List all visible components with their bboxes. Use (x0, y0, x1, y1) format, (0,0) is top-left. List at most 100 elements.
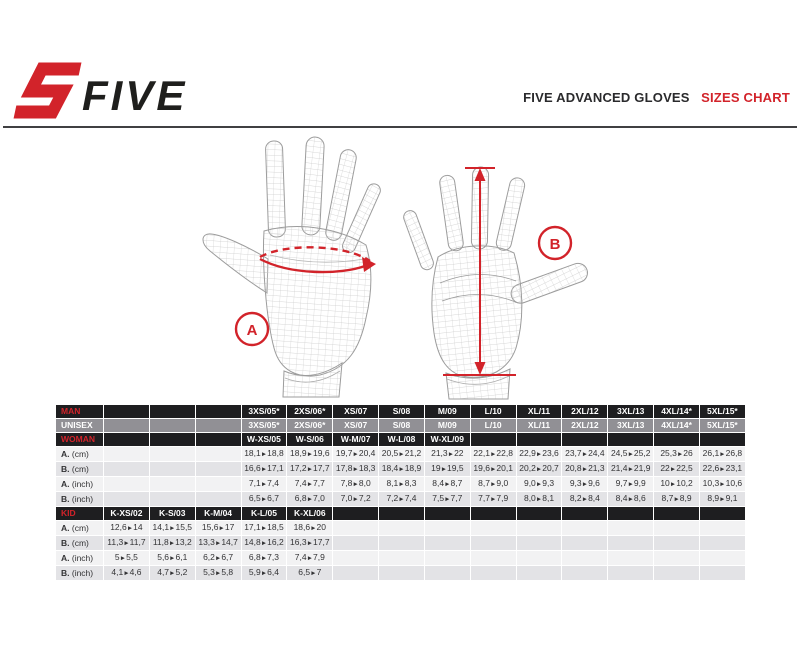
empty-cell (607, 550, 655, 566)
size-header-cell: W-XS/05 (240, 432, 288, 447)
empty-cell (194, 476, 242, 492)
range-arrow-icon: ► (627, 451, 634, 458)
range-arrow-icon: ► (669, 481, 677, 488)
range-arrow-icon: ► (447, 451, 455, 458)
measure-value-cell: 6,8►7,3 (240, 550, 288, 566)
measurement-b-line (443, 167, 516, 376)
measure-letter: A. (61, 552, 70, 563)
size-header-cell: K-M/04 (194, 506, 242, 521)
range-arrow-icon: ► (581, 481, 589, 488)
measure-value-cell: 10►10,2 (653, 476, 700, 492)
range-arrow-icon: ► (535, 496, 543, 503)
measure-label-cell: A. (inch) (55, 476, 104, 492)
range-arrow-icon: ► (581, 451, 589, 458)
empty-cell (103, 418, 150, 433)
measure-value-cell: 14,1►15,5 (148, 520, 196, 536)
range-arrow-icon: ► (398, 466, 405, 473)
size-header-cell: 2XL/12 (561, 404, 609, 419)
range-arrow-icon: ► (260, 496, 268, 503)
empty-cell (469, 520, 517, 536)
measure-value-cell: 22►22,5 (653, 461, 700, 477)
size-header-cell: XL/11 (515, 404, 563, 419)
measure-value-cell: 19,6►20,1 (469, 461, 517, 477)
empty-cell (194, 418, 242, 433)
measure-value-cell: 7,4►7,7 (286, 476, 334, 492)
measure-value-cell: 14,8►16,2 (240, 535, 288, 551)
measure-value-cell: 22,9►23,6 (515, 446, 563, 462)
empty-cell (148, 461, 196, 477)
empty-cell (194, 461, 242, 477)
range-arrow-icon: ► (169, 570, 176, 577)
empty-cell (561, 535, 609, 551)
empty-cell (653, 506, 700, 521)
range-arrow-icon: ► (489, 451, 497, 458)
size-header-cell: K-XS/02 (103, 506, 150, 521)
range-arrow-icon: ► (214, 570, 222, 577)
measure-value-cell: 5,9►6,4 (240, 565, 288, 581)
empty-cell (653, 550, 700, 566)
empty-cell (103, 432, 150, 447)
size-header-cell: W-S/06 (286, 432, 334, 447)
range-arrow-icon: ► (352, 451, 359, 458)
empty-cell (103, 446, 150, 462)
marker-b-badge: B (537, 225, 573, 261)
range-arrow-icon: ► (398, 451, 405, 458)
measure-value-cell: 8,1►8,3 (378, 476, 425, 492)
size-header-cell: 4XL/14* (653, 404, 700, 419)
empty-cell (561, 520, 609, 536)
range-arrow-icon: ► (627, 496, 634, 503)
hands-illustration: A (200, 133, 600, 400)
table-row: B. (inch) 4,1►4,6 4,7►5,2 5,3►5,8 5,9►6,4 6,5… (55, 565, 746, 581)
empty-cell (515, 565, 563, 581)
measure-letter: B. (61, 567, 70, 578)
range-arrow-icon: ► (126, 525, 134, 532)
measure-value-cell: 7,1►7,4 (240, 476, 288, 492)
empty-cell (332, 565, 380, 581)
measure-value-cell: 17,1►18,5 (240, 520, 288, 536)
section-label: UNISEX (55, 418, 104, 433)
empty-cell (194, 432, 242, 447)
empty-cell (698, 520, 746, 536)
size-header-cell: XL/11 (515, 418, 563, 433)
empty-cell (378, 565, 425, 581)
measure-value-cell: 22,1►22,8 (469, 446, 517, 462)
measure-value-cell: 17,8►18,3 (332, 461, 380, 477)
measure-value-cell: 6,2►6,7 (194, 550, 242, 566)
size-header-cell: S/08 (378, 418, 425, 433)
measure-value-cell: 23,7►24,4 (561, 446, 609, 462)
measure-letter: A. (61, 522, 70, 533)
size-header-cell: W-L/08 (378, 432, 425, 447)
range-arrow-icon: ► (214, 555, 222, 562)
measure-value-cell: 16,3►17,7 (286, 535, 334, 551)
empty-cell (194, 446, 242, 462)
measure-value-cell: 6,5►7 (286, 565, 334, 581)
measure-value-cell: 16,6►17,1 (240, 461, 288, 477)
measure-value-cell: 26,1►26,8 (698, 446, 746, 462)
measure-value-cell: 24,5►25,2 (607, 446, 655, 462)
measure-label-cell: B. (cm) (55, 535, 104, 551)
range-arrow-icon: ► (306, 451, 314, 458)
measure-value-cell: 10,3►10,6 (698, 476, 746, 492)
empty-cell (103, 491, 150, 507)
empty-cell (378, 506, 425, 521)
range-arrow-icon: ► (260, 555, 268, 562)
measure-value-cell: 7,4►7,9 (286, 550, 334, 566)
size-header-cell: 3XS/05* (240, 404, 288, 419)
range-arrow-icon: ► (440, 466, 447, 473)
size-header-cell: L/10 (469, 418, 517, 433)
range-arrow-icon: ► (169, 555, 176, 562)
empty-cell (607, 565, 655, 581)
table-row: UNISEX 3XS/05* 2XS/06* XS/07 S/08 M/09 L/10 XL/… (55, 418, 746, 433)
five-logo: FIVE (10, 60, 210, 120)
size-header-cell: K-XL/06 (286, 506, 334, 521)
empty-cell (469, 565, 517, 581)
range-arrow-icon: ► (444, 481, 451, 488)
table-row: A. (inch) 7,1►7,4 7,4►7,7 7,8►8,0 8,1►8,3 8,4… (55, 476, 746, 492)
range-arrow-icon: ► (627, 481, 634, 488)
range-arrow-icon: ► (306, 466, 314, 473)
empty-cell (515, 432, 563, 447)
empty-cell (194, 491, 242, 507)
range-arrow-icon: ► (123, 570, 130, 577)
size-header-cell: 5XL/15* (698, 404, 746, 419)
